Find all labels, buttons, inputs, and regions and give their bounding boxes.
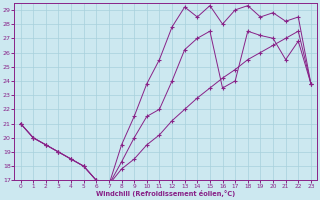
X-axis label: Windchill (Refroidissement éolien,°C): Windchill (Refroidissement éolien,°C) — [96, 190, 236, 197]
